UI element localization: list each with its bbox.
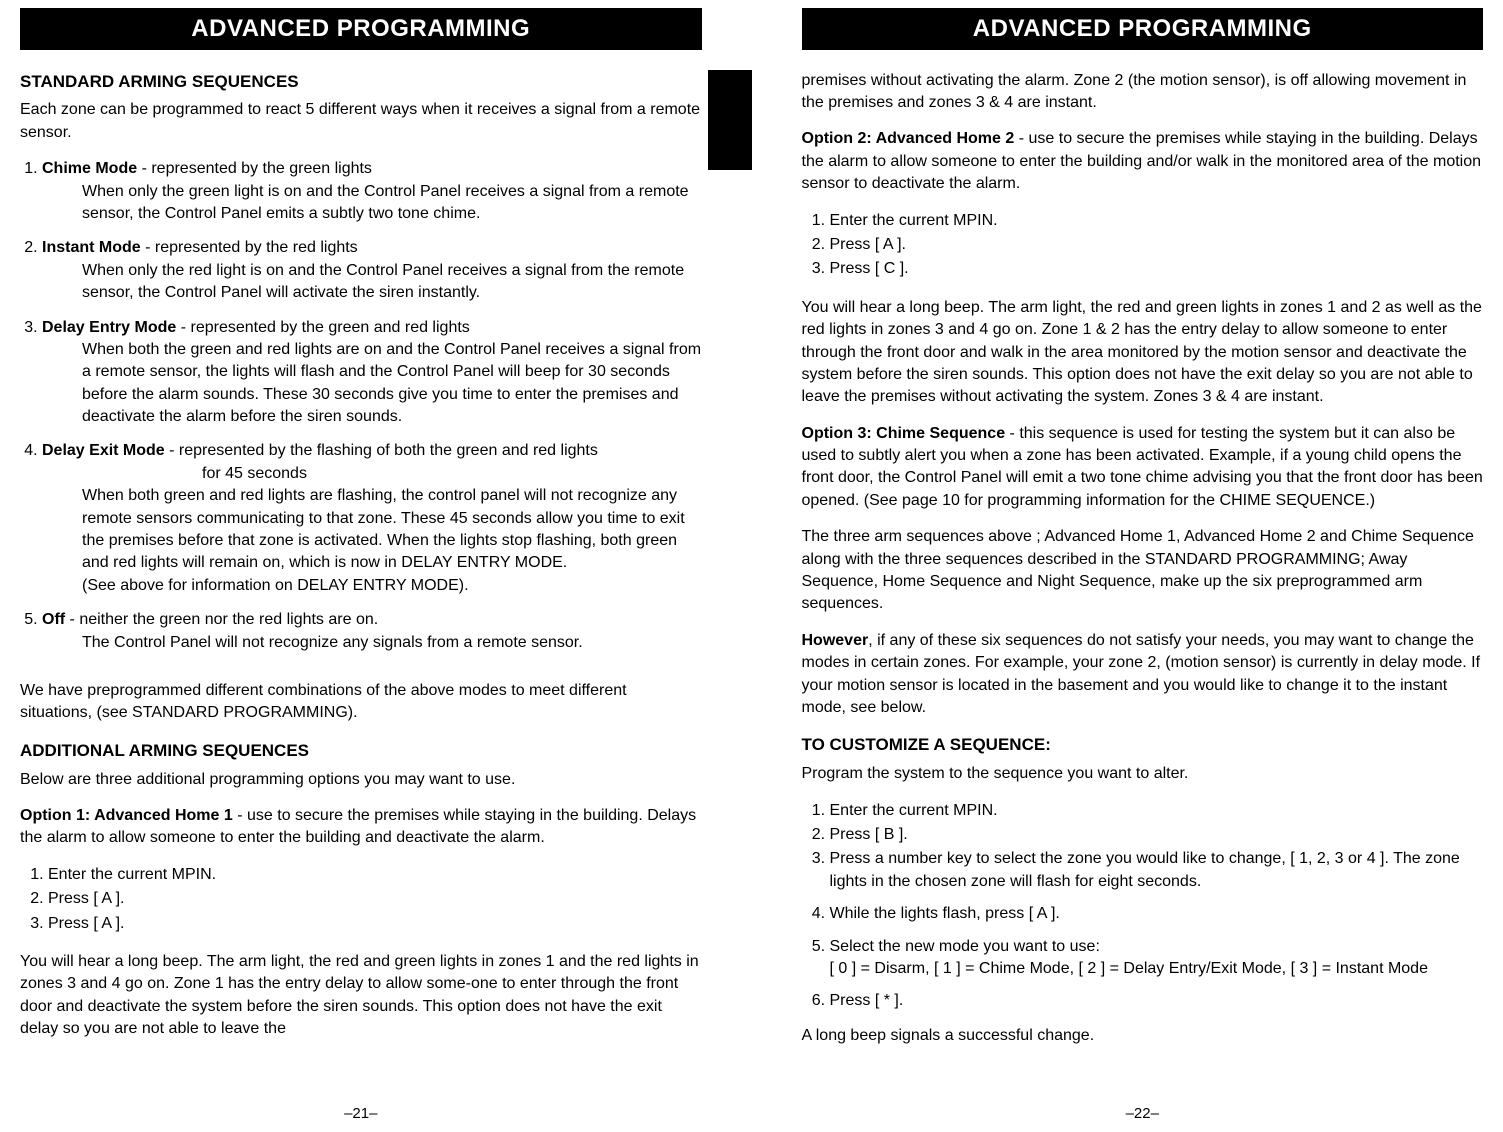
option2-head: Option 2: Advanced Home 2 — [802, 130, 1015, 147]
step-item: Press [ A ]. — [48, 913, 702, 935]
page-left: ADVANCED PROGRAMMING STANDARD ARMING SEQ… — [20, 8, 752, 1124]
option2-para: Option 2: Advanced Home 2 - use to secur… — [802, 128, 1484, 195]
mode-sub: for 45 seconds — [42, 463, 702, 485]
page-right: ADVANCED PROGRAMMING premises without ac… — [752, 8, 1484, 1124]
mode-item: Delay Exit Mode - represented by the fla… — [42, 440, 702, 597]
preprogrammed-note: We have preprogrammed different combinat… — [20, 680, 702, 725]
option1-head: Option 1: Advanced Home 1 — [20, 807, 233, 824]
mode-name: Chime Mode — [42, 160, 137, 177]
step-item: Enter the current MPIN. — [48, 864, 702, 886]
additional-intro: Below are three additional programming o… — [20, 769, 702, 791]
option1-para: Option 1: Advanced Home 1 - use to secur… — [20, 805, 702, 850]
mode-item: Off - neither the green nor the red ligh… — [42, 609, 702, 654]
option2-after: You will hear a long beep. The arm light… — [802, 297, 1484, 409]
option2-steps: Enter the current MPIN. Press [ A ]. Pre… — [802, 210, 1484, 283]
page-number-left: –21– — [20, 1095, 702, 1124]
however-para: However, if any of these six sequences d… — [802, 630, 1484, 720]
mode-name: Delay Entry Mode — [42, 319, 176, 336]
section-title-additional: ADDITIONAL ARMING SEQUENCES — [20, 739, 702, 763]
modes-list: Chime Mode - represented by the green li… — [20, 158, 702, 666]
three-sequences: The three arm sequences above ; Advanced… — [802, 526, 1484, 616]
however-head: However — [802, 632, 869, 649]
step-item: Enter the current MPIN. — [830, 210, 1484, 232]
standard-intro: Each zone can be programmed to react 5 d… — [20, 99, 702, 144]
header-left: ADVANCED PROGRAMMING — [20, 8, 702, 50]
mode-item: Delay Entry Mode - represented by the gr… — [42, 317, 702, 429]
step-item: Select the new mode you want to use: [ 0… — [830, 936, 1484, 981]
step-item: Press [ A ]. — [48, 888, 702, 910]
step-item: Enter the current MPIN. — [830, 800, 1484, 822]
mode-name: Instant Mode — [42, 239, 141, 256]
however-body: , if any of these six sequences do not s… — [802, 632, 1481, 716]
mode-rep: - represented by the red lights — [141, 239, 358, 256]
step-item: Press [ * ]. — [830, 990, 1484, 1012]
mode-rep: - represented by the flashing of both th… — [165, 442, 598, 459]
customize-end: A long beep signals a successful change. — [802, 1025, 1484, 1047]
mode-body: The Control Panel will not recognize any… — [42, 632, 702, 654]
option3-para: Option 3: Chime Sequence - this sequence… — [802, 423, 1484, 513]
continuation: premises without activating the alarm. Z… — [802, 70, 1484, 115]
mode-body: When both the green and red lights are o… — [42, 339, 702, 429]
step-item: Press [ B ]. — [830, 824, 1484, 846]
page-number-right: –22– — [802, 1095, 1484, 1124]
mode-name: Delay Exit Mode — [42, 442, 165, 459]
edge-tab — [708, 70, 752, 170]
mode-name: Off — [42, 611, 65, 628]
header-right: ADVANCED PROGRAMMING — [802, 8, 1484, 50]
option1-after: You will hear a long beep. The arm light… — [20, 951, 702, 1041]
step-item: Press a number key to select the zone yo… — [830, 848, 1484, 893]
step-item: While the lights flash, press [ A ]. — [830, 903, 1484, 925]
mode-item: Instant Mode - represented by the red li… — [42, 237, 702, 304]
section-title-standard: STANDARD ARMING SEQUENCES — [20, 70, 702, 94]
step-item: Press [ C ]. — [830, 258, 1484, 280]
customize-title: TO CUSTOMIZE A SEQUENCE: — [802, 733, 1484, 757]
step-item: Press [ A ]. — [830, 234, 1484, 256]
customize-steps: Enter the current MPIN. Press [ B ]. Pre… — [802, 800, 1484, 1015]
mode-rep: - represented by the green and red light… — [176, 319, 470, 336]
option3-head: Option 3: Chime Sequence — [802, 425, 1006, 442]
mode-body: When both green and red lights are flash… — [42, 485, 702, 597]
option1-steps: Enter the current MPIN. Press [ A ]. Pre… — [20, 864, 702, 937]
mode-body: When only the green light is on and the … — [42, 181, 702, 226]
mode-body: When only the red light is on and the Co… — [42, 260, 702, 305]
mode-rep: - neither the green nor the red lights a… — [65, 611, 378, 628]
mode-item: Chime Mode - represented by the green li… — [42, 158, 702, 225]
customize-intro: Program the system to the sequence you w… — [802, 763, 1484, 785]
mode-rep: - represented by the green lights — [137, 160, 372, 177]
